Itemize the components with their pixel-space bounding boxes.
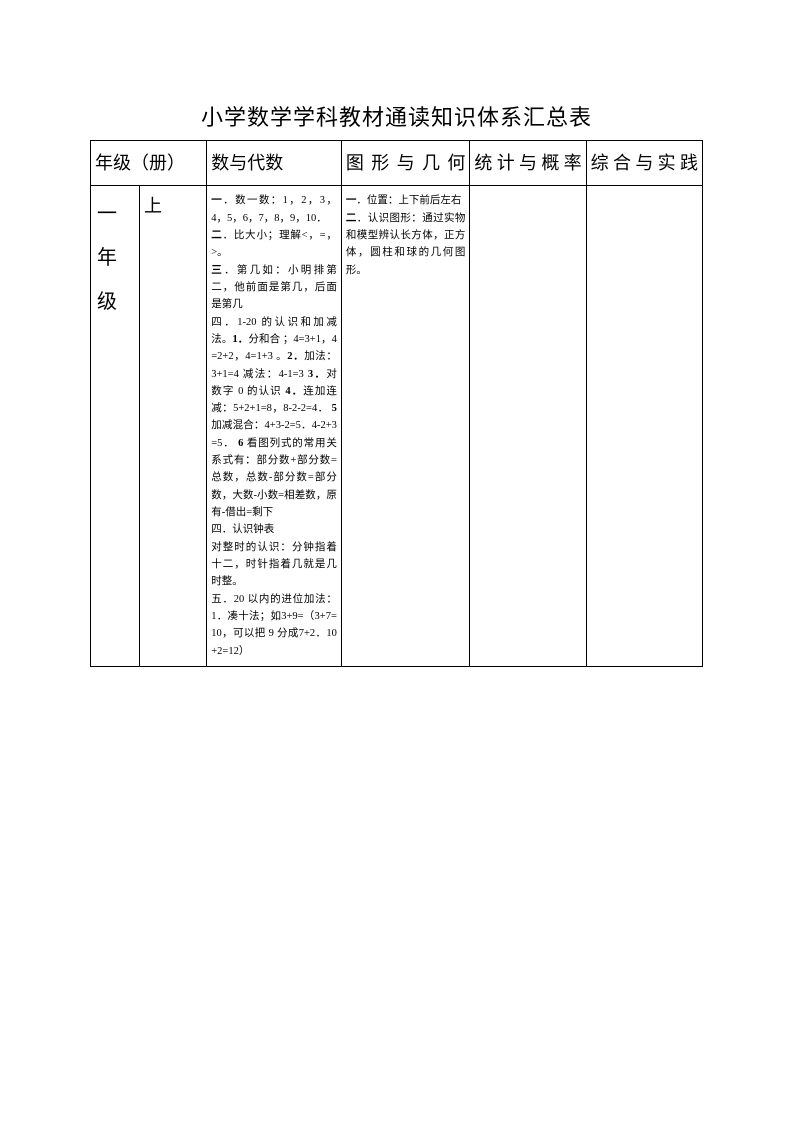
algebra-p2-text: ．比大小；理解<，=，>。	[211, 230, 337, 258]
grade-char-2: 年	[97, 236, 135, 280]
header-statistics: 统计与概率	[470, 141, 586, 186]
algebra-p1-text: ．数一数：1，2，3，4，5，6，7，8，9，10．	[211, 195, 337, 223]
cell-geometry: 一．位置：上下前后左右 二．认识图形：通过实物和模型辨认长方体，正方体，圆柱和球…	[341, 186, 470, 666]
algebra-p1-num: 一	[211, 195, 223, 206]
page: 小学数学学科教材通读知识体系汇总表 年级（册） 数与代数 图形与几何 统计与概率…	[0, 0, 793, 1122]
header-geometry: 图形与几何	[341, 141, 470, 186]
algebra-p4-3a: 3．	[308, 369, 327, 380]
algebra-p4-5a: 5	[332, 403, 337, 414]
document-title: 小学数学学科教材通读知识体系汇总表	[90, 100, 703, 132]
table-header-row: 年级（册） 数与代数 图形与几何 统计与概率 综合与实践	[91, 141, 703, 186]
algebra-p4-2a: 2．	[287, 351, 304, 362]
geometry-p2-text: ．认识图形：通过实物和模型辨认长方体，正方体，圆柱和球的几何图形。	[346, 213, 466, 276]
algebra-p4-1a: 1．	[232, 334, 248, 345]
grade-char-3: 级	[97, 280, 135, 324]
algebra-p5: 四．认识钟表	[211, 524, 274, 535]
summary-table: 年级（册） 数与代数 图形与几何 统计与概率 综合与实践 一 年 级 上 一．数…	[90, 140, 703, 667]
cell-algebra: 一．数一数：1，2，3，4，5，6，7，8，9，10． 二．比大小；理解<，=，…	[207, 186, 342, 666]
cell-statistics	[470, 186, 586, 666]
geometry-p2-num: 二	[346, 213, 357, 224]
algebra-p3-num: 三	[211, 265, 224, 276]
geometry-p1-num: 一	[346, 195, 357, 206]
algebra-p6: 对整时的认识：分钟指着十二，时针指着几就是几时整。	[211, 542, 337, 588]
header-grade-book: 年级（册）	[91, 141, 207, 186]
table-row: 一 年 级 上 一．数一数：1，2，3，4，5，6，7，8，9，10． 二．比大…	[91, 186, 703, 666]
algebra-p4-6b: 看图列式的常用关系式有：部分数+部分数=总数，总数-部分数=部分数，大数-小数=…	[211, 438, 337, 518]
algebra-p2-num: 二	[211, 230, 222, 241]
header-practice: 综合与实践	[586, 141, 702, 186]
cell-grade: 一 年 级	[91, 186, 140, 666]
geometry-p1-text: ．位置：上下前后左右	[356, 195, 461, 206]
cell-semester: 上	[139, 186, 206, 666]
algebra-p3-text: ．第几如：小明排第二，他前面是第几，后面是第几	[211, 265, 337, 311]
header-algebra: 数与代数	[207, 141, 342, 186]
algebra-p4-4a: 4．	[285, 386, 303, 397]
cell-practice	[586, 186, 702, 666]
grade-char-1: 一	[97, 192, 135, 236]
algebra-p7: 五．20 以内的进位加法：1．凑十法；如3+9=（3+7=10，可以把 9 分成…	[211, 594, 337, 657]
